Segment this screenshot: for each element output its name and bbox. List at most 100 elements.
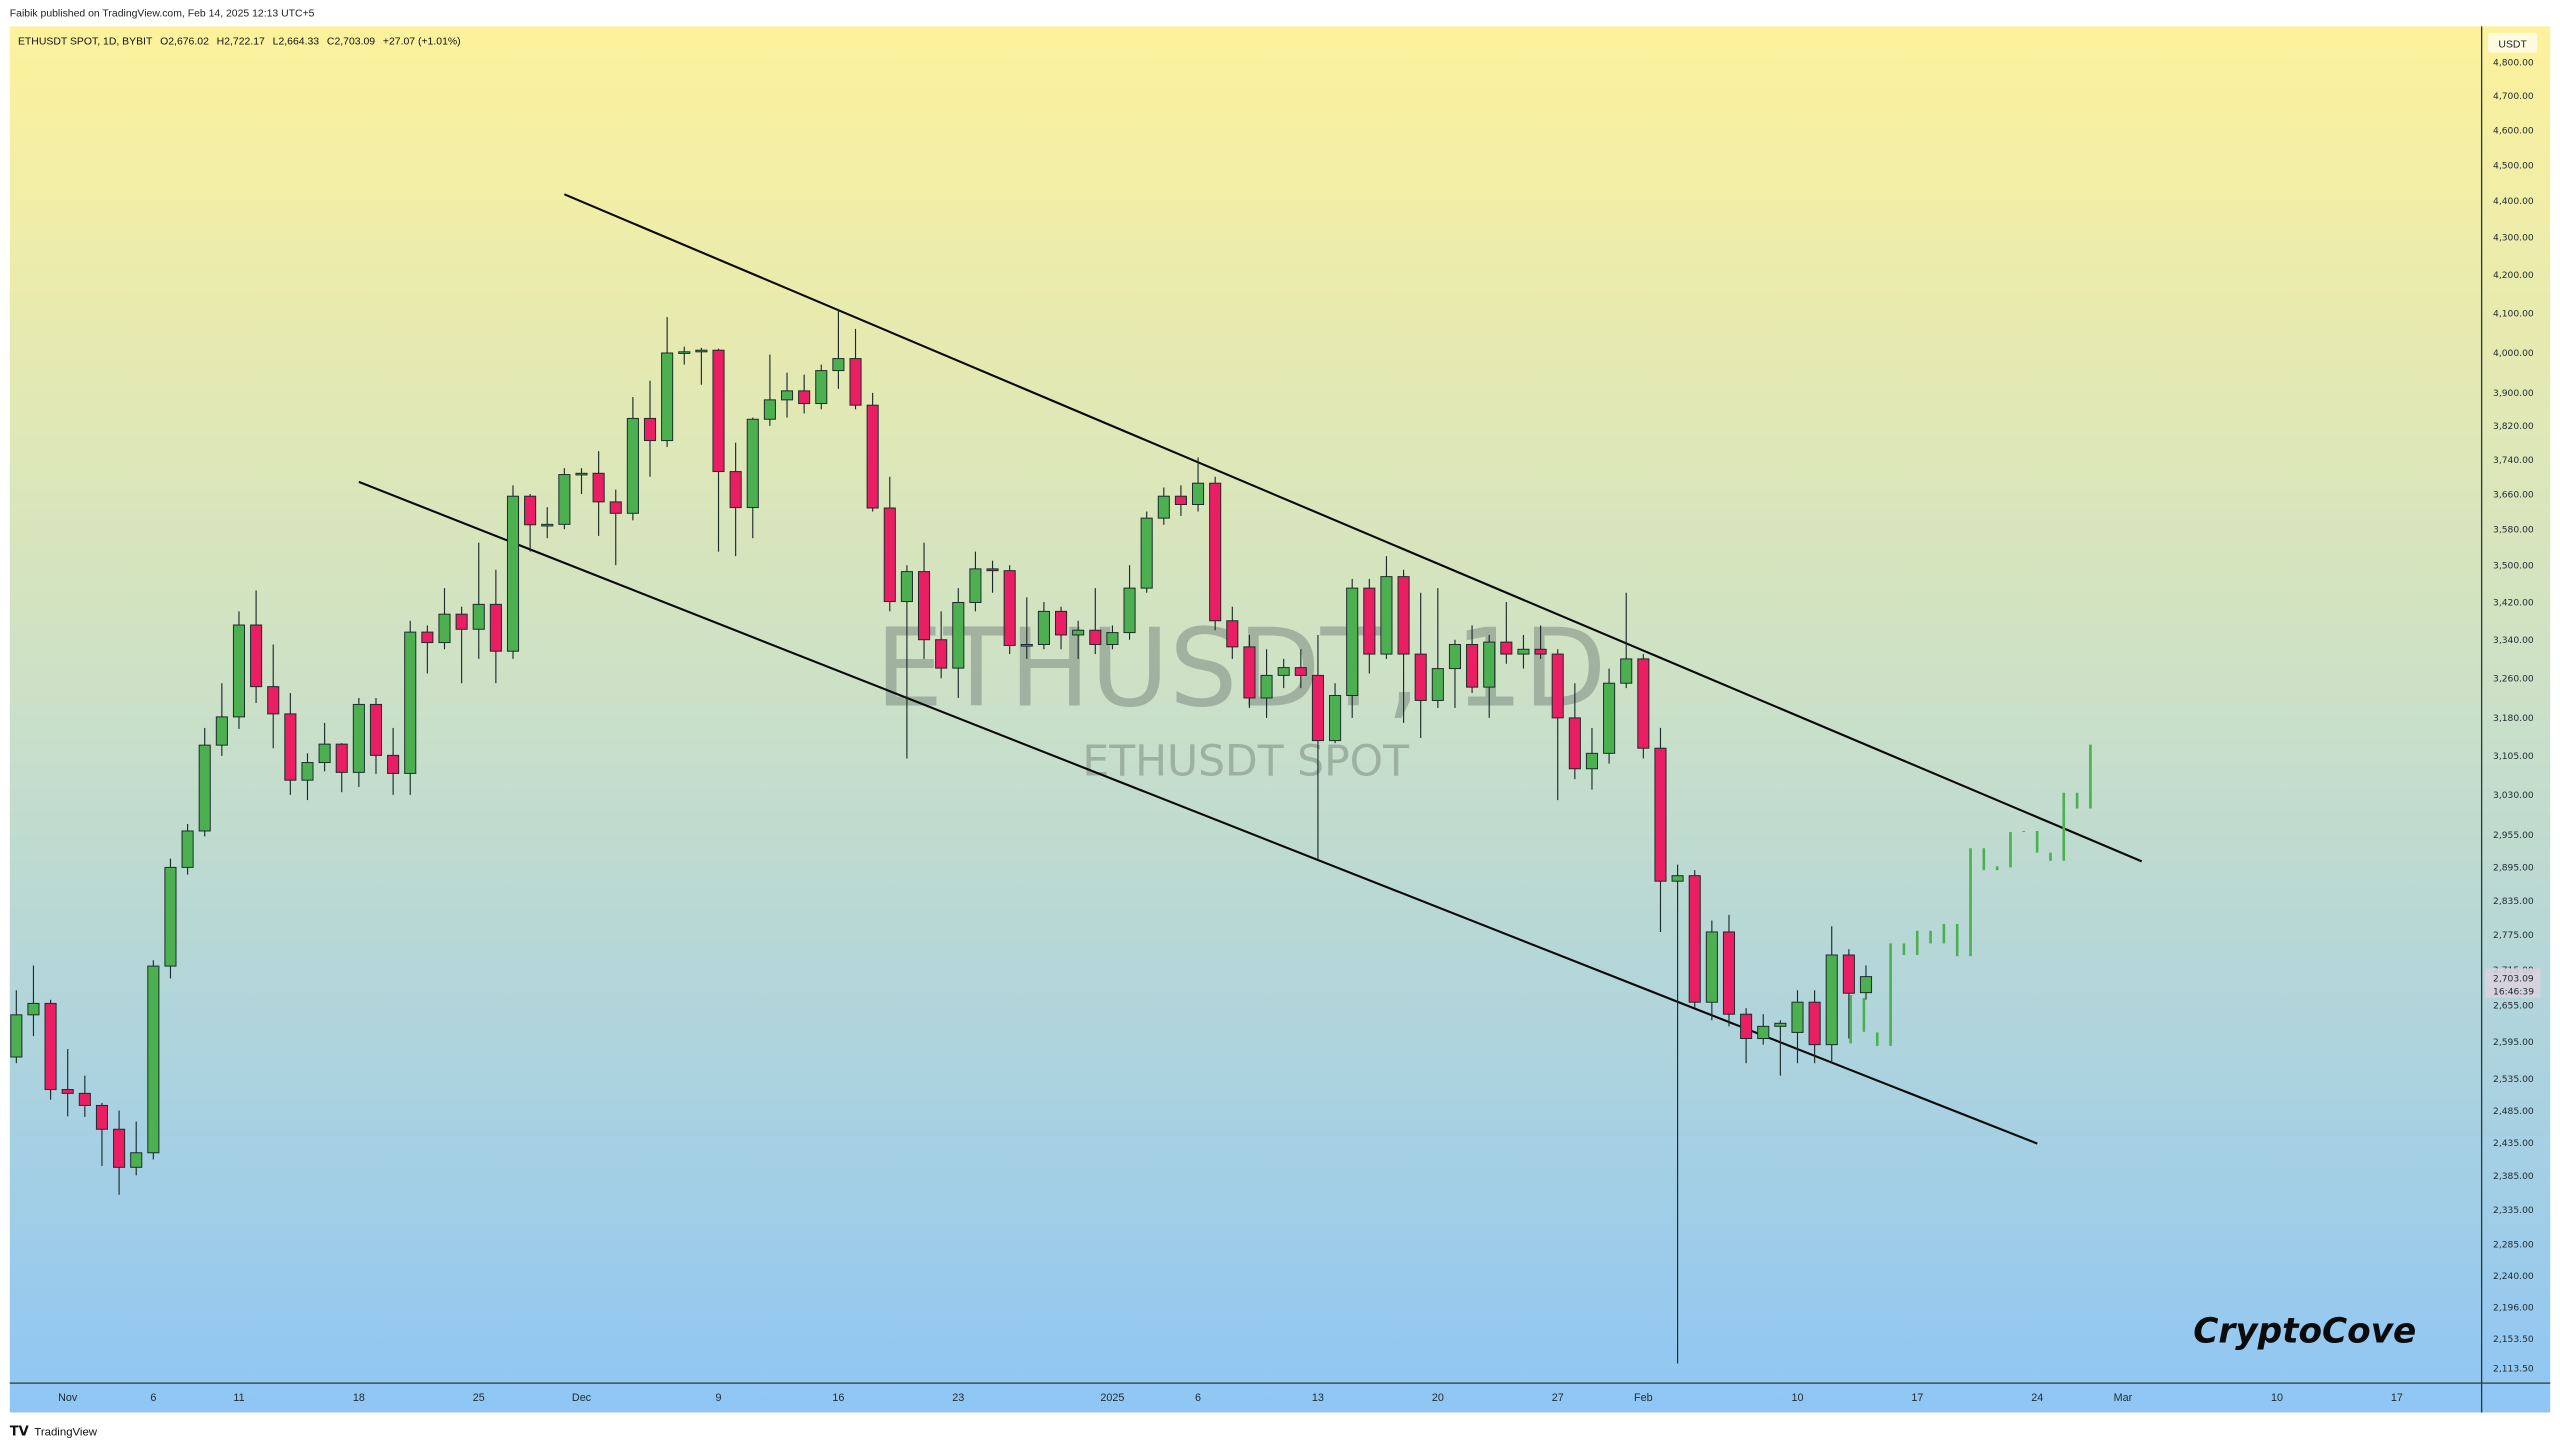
candle-body-up <box>1774 1022 1787 1027</box>
price-tick-label: 2,895.00 <box>2493 864 2534 874</box>
time-tick-label: 10 <box>2271 1392 2283 1404</box>
candle <box>1825 926 1838 1064</box>
time-tick-label: 18 <box>353 1392 365 1404</box>
candle-body-down <box>1311 674 1324 742</box>
candle <box>883 476 896 612</box>
time-tick-label: 25 <box>473 1392 485 1404</box>
candle-body-down <box>455 613 468 630</box>
price-tick-label: 2,955.00 <box>2493 831 2534 841</box>
candle <box>489 569 502 684</box>
time-axis[interactable]: Nov 6 11 18 25 Dec 9 16 23 2025 6 13 20 27 Feb 10 17 24 Ma… <box>58 1392 2403 1404</box>
candle-body-down <box>387 754 400 774</box>
candle-body-up <box>147 965 160 1154</box>
candle-body-up <box>1260 674 1273 699</box>
candle <box>1363 578 1376 674</box>
candle <box>900 565 913 759</box>
candle <box>558 468 571 530</box>
price-tick-label: 3,420.00 <box>2493 598 2534 608</box>
candle <box>387 727 400 795</box>
watermark-sub: ETHUSDT SPOT <box>1082 738 1410 787</box>
candle <box>935 611 948 679</box>
candle <box>1654 727 1667 932</box>
candle <box>1808 990 1821 1064</box>
candle <box>712 348 725 552</box>
candle-body-down <box>1534 648 1547 655</box>
candle <box>113 1110 126 1195</box>
tradingview-logo[interactable]: TV TradingView <box>10 1424 98 1439</box>
candle <box>1483 634 1496 718</box>
candle-body-down <box>849 358 862 406</box>
candle-body-up <box>1791 1001 1804 1033</box>
legend-open: O2,676.02 <box>160 36 209 47</box>
candle-body-up <box>626 417 639 514</box>
candle-body-down <box>1209 482 1222 622</box>
candle-body-up <box>352 703 365 773</box>
candle <box>44 999 57 1100</box>
price-tick-label: 2,595.00 <box>2493 1038 2534 1048</box>
candle-body-up <box>318 743 331 764</box>
candle-body-up <box>130 1152 143 1168</box>
candle <box>1517 634 1530 669</box>
candle-body-down <box>1551 653 1564 719</box>
time-tick-label: 9 <box>716 1392 722 1404</box>
candle-body-down <box>643 417 657 442</box>
candle <box>763 354 776 426</box>
price-tick-label: 2,485.00 <box>2493 1107 2534 1117</box>
candle <box>1020 597 1033 659</box>
candle-body-up <box>746 418 759 509</box>
candle-body-up <box>1192 482 1205 505</box>
time-tick-label: 6 <box>1195 1392 1201 1404</box>
candle-body-down <box>1226 620 1239 648</box>
price-tick-label: 2,385.00 <box>2493 1172 2534 1182</box>
candle-body-down <box>1568 717 1581 770</box>
legend-high: H2,722.17 <box>217 36 265 47</box>
candle <box>832 309 845 389</box>
candle-body-up <box>1448 644 1461 670</box>
price-tick-label: 4,500.00 <box>2493 161 2534 171</box>
price-tick-label: 4,200.00 <box>2493 271 2534 281</box>
candle <box>284 693 297 795</box>
candle-body-up <box>1072 629 1085 636</box>
legend-symbol: ETHUSDT SPOT, 1D, BYBIT <box>18 36 153 47</box>
price-tick-label: 2,775.00 <box>2493 931 2534 941</box>
candle <box>1431 588 1444 708</box>
trendline-upper-channel[interactable] <box>563 193 2143 863</box>
candle <box>661 317 674 447</box>
time-tick-label: 2025 <box>1100 1392 1124 1404</box>
candle-body-down <box>1688 875 1701 1003</box>
currency-label: USDT <box>2498 40 2527 51</box>
candle-body-down <box>1363 587 1376 655</box>
candle-body-up <box>1157 495 1170 519</box>
candle-body-down <box>524 495 537 526</box>
publisher-line: Faibik published on TradingView.com, Feb… <box>10 9 315 20</box>
candle <box>695 347 708 385</box>
svg-text:ETHUSDT SPOT, 1D, BYBIT O2,676: ETHUSDT SPOT, 1D, BYBIT O2,676.02 H2,722… <box>18 36 461 47</box>
candle <box>1157 487 1170 525</box>
candle <box>1055 606 1068 650</box>
candle-body-up <box>1380 576 1393 655</box>
candle <box>609 489 622 566</box>
candle <box>1414 592 1427 739</box>
time-tick-label: Feb <box>1634 1392 1653 1404</box>
candle-body-up <box>1603 682 1616 754</box>
price-tick-label: 3,900.00 <box>2493 389 2534 399</box>
candle-body-up <box>763 399 776 420</box>
candle-body-down <box>489 603 502 652</box>
candle-body-up <box>506 495 520 652</box>
price-tick-label: 2,196.00 <box>2493 1304 2534 1314</box>
candle-body-up <box>438 613 451 644</box>
plot-area[interactable] <box>10 193 2143 1364</box>
candle-body-up <box>558 474 571 525</box>
candle <box>1346 578 1359 718</box>
candle <box>181 823 194 875</box>
candle <box>798 374 811 414</box>
candle <box>729 442 742 557</box>
candle-body-up <box>695 349 708 353</box>
legend-change: +27.07 (+1.01%) <box>383 36 461 47</box>
candle-body-down <box>250 624 263 688</box>
candle <box>472 542 485 659</box>
candle <box>1620 592 1633 689</box>
candle <box>130 1121 143 1176</box>
currency-badge[interactable] <box>2488 32 2538 53</box>
